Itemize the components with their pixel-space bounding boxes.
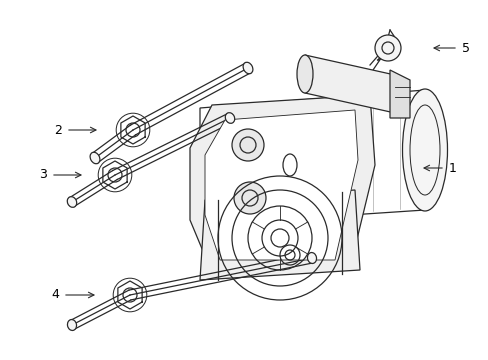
- Circle shape: [374, 35, 400, 61]
- Text: 1: 1: [448, 162, 456, 175]
- Ellipse shape: [90, 152, 100, 164]
- Circle shape: [234, 182, 265, 214]
- Ellipse shape: [402, 89, 447, 211]
- Polygon shape: [305, 55, 394, 113]
- Ellipse shape: [67, 320, 77, 330]
- Text: 4: 4: [51, 288, 59, 302]
- Ellipse shape: [67, 197, 77, 207]
- Polygon shape: [204, 110, 357, 260]
- Polygon shape: [389, 70, 409, 118]
- Ellipse shape: [296, 55, 312, 93]
- Ellipse shape: [225, 113, 234, 123]
- Polygon shape: [200, 190, 359, 280]
- Ellipse shape: [307, 252, 316, 264]
- Circle shape: [231, 129, 264, 161]
- Ellipse shape: [243, 62, 252, 74]
- Polygon shape: [190, 95, 374, 268]
- Text: 3: 3: [39, 168, 47, 181]
- Text: 5: 5: [461, 41, 469, 54]
- Text: 2: 2: [54, 123, 62, 136]
